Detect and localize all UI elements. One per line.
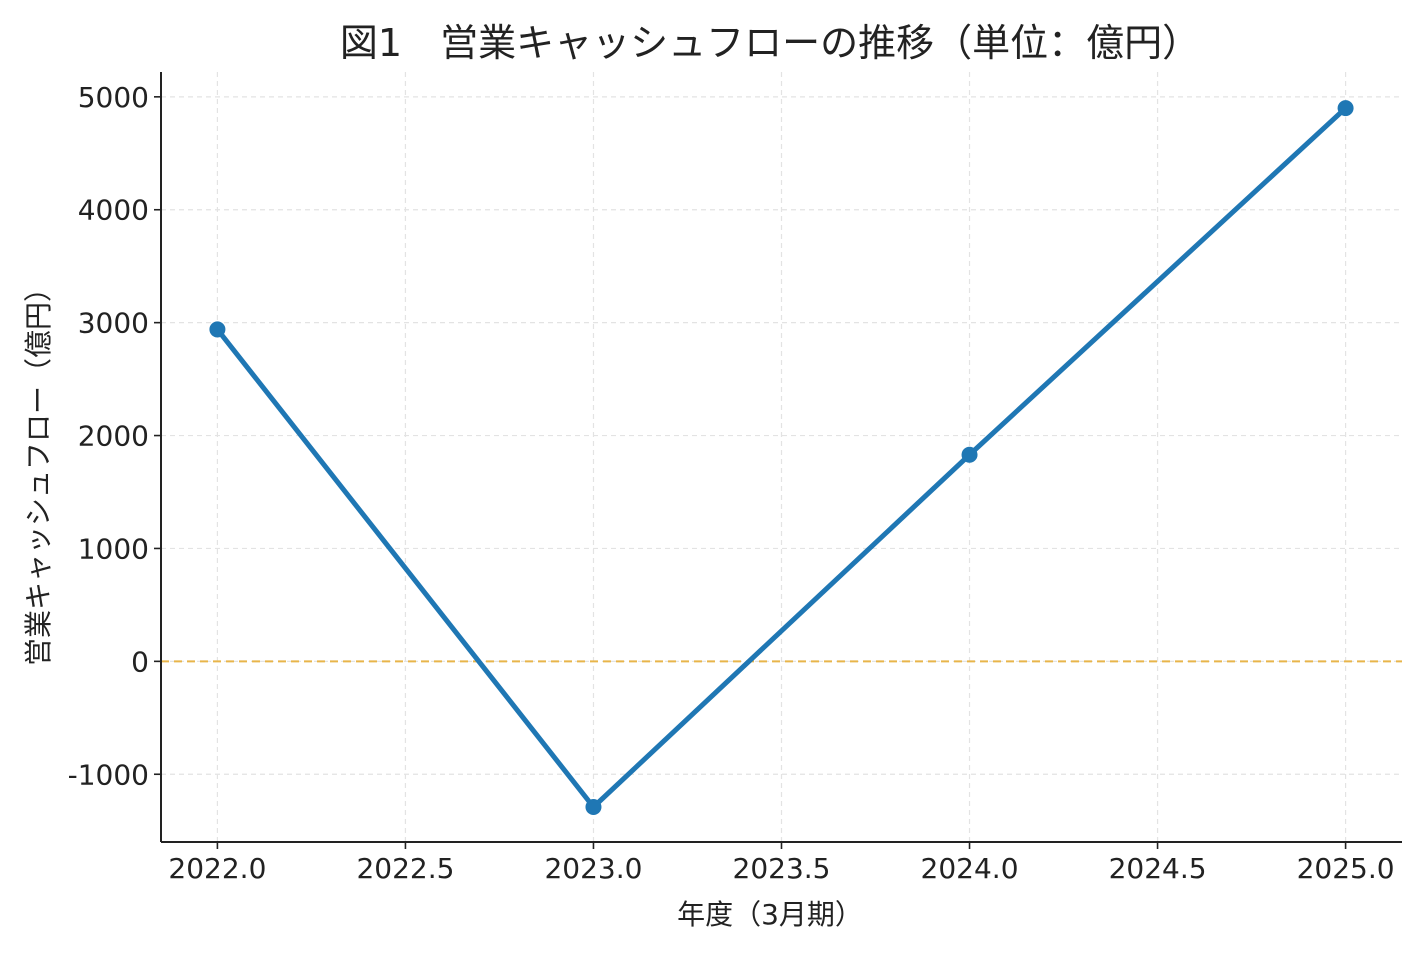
- y-tick-label: 5000: [78, 81, 149, 114]
- x-axis-label: 年度（3月期）: [677, 898, 863, 931]
- y-tick-label: 2000: [78, 420, 149, 453]
- data-point: [585, 799, 602, 815]
- y-tick-label: -1000: [68, 758, 149, 791]
- data-point: [961, 446, 978, 463]
- x-tick-label: 2022.0: [168, 852, 266, 885]
- axes-layer: 2022.0 2022.5 2023.0 2023.5 2024.0 2024.5 2025…: [68, 72, 1402, 885]
- label-layer: 図1 営業キャッシュフローの推移（単位：億円） 年度（3月期） 営業キャッシュフ…: [22, 21, 1200, 931]
- chart-title: 図1 営業キャッシュフローの推移（単位：億円）: [340, 21, 1200, 65]
- x-tick-label: 2022.5: [356, 852, 454, 885]
- x-tick-label: 2023.0: [544, 852, 642, 885]
- grid-layer: [161, 72, 1402, 842]
- x-tick-label: 2024.0: [921, 852, 1019, 885]
- x-tick-label: 2023.5: [733, 852, 831, 885]
- series-layer: [209, 100, 1354, 815]
- y-tick-label: 1000: [78, 532, 149, 565]
- y-tick-label: 3000: [78, 307, 149, 340]
- data-point: [209, 321, 226, 338]
- y-axis-label: 営業キャッシュフロー（億円）: [22, 274, 55, 666]
- data-point: [1337, 100, 1354, 117]
- y-tick-label: 0: [131, 645, 149, 678]
- y-tick-label: 4000: [78, 194, 149, 227]
- x-tick-label: 2024.5: [1109, 852, 1207, 885]
- series-line: [214, 105, 1349, 810]
- x-tick-label: 2025.0: [1297, 852, 1395, 885]
